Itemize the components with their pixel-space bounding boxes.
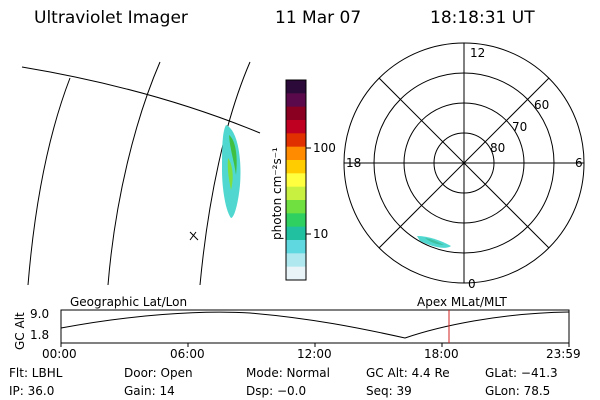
x-tick-1800: 18:00 [424,347,459,361]
colorbar-band [286,253,306,268]
colorbar-band [286,186,306,201]
map-aurora-emission [222,125,241,218]
longitude-line-2 [107,61,161,286]
dsp-status: Dsp: −0.0 [246,384,307,398]
colorbar-band [286,266,306,281]
ip-status: IP: 36.0 [9,384,55,398]
orbit-timeline [60,309,570,347]
geographic-map [21,61,261,286]
altitude-curve [60,311,570,339]
lat-label-70: 70 [512,120,528,134]
colorbar-unit-label: photon cm⁻²s⁻¹ [270,147,284,240]
date-label: 11 Mar 07 [275,8,362,28]
time-label: 18:18:31 UT [430,8,535,28]
colorbar-band [286,160,306,174]
glon-status: GLon: 78.5 [485,384,551,398]
gc-alt-axis-title: GC Alt [13,312,27,350]
seq-status: Seq: 39 [366,384,412,398]
y-tick-9: 9.0 [30,307,50,321]
x-tick-2359: 23:59 [546,347,581,361]
colorbar-tick-10: 10 [313,227,329,241]
x-tick-0600: 06:00 [170,347,205,361]
mlt-label-0: 0 [468,277,476,291]
lat-label-60: 60 [534,98,550,112]
colorbar-band [286,80,306,94]
longitude-line-3 [199,61,251,286]
apex-label: Apex MLat/MLT [417,295,507,309]
color-bar [285,79,311,281]
colorbar-band [286,226,306,241]
mlt-label-12: 12 [470,46,486,60]
lat-label-80: 80 [490,141,506,155]
x-tick-1200: 12:00 [297,347,332,361]
y-tick-1-8: 1.8 [30,328,50,342]
colorbar-band [286,146,306,161]
latitude-line [21,66,261,134]
colorbar-band [286,173,306,188]
mode-status: Mode: Normal [246,366,330,380]
subsatellite-marker-icon [189,231,199,241]
mlt-label-18: 18 [346,156,362,170]
gc-alt-status: GC Alt: 4.4 Re [366,366,450,380]
mlt-label-6: 6 [575,156,583,170]
colorbar-band [286,133,306,148]
geographic-label: Geographic Lat/Lon [70,295,188,309]
longitude-line-1 [27,77,71,286]
x-tick-0000: 00:00 [42,347,77,361]
colorbar-band [286,213,306,228]
instrument-title: Ultraviolet Imager [34,8,188,28]
colorbar-band [286,93,306,108]
gain-status: Gain: 14 [124,384,175,398]
colorbar-band [286,200,306,214]
glat-status: GLat: −41.3 [485,366,558,380]
polar-plot [343,42,585,284]
colorbar-band [286,240,306,254]
colorbar-tick-100: 100 [313,141,336,155]
colorbar-band [286,106,306,121]
filter-status: Flt: LBHL [9,366,63,380]
polar-aurora-emission [417,236,451,248]
door-status: Door: Open [124,366,193,380]
colorbar-band [286,120,306,134]
